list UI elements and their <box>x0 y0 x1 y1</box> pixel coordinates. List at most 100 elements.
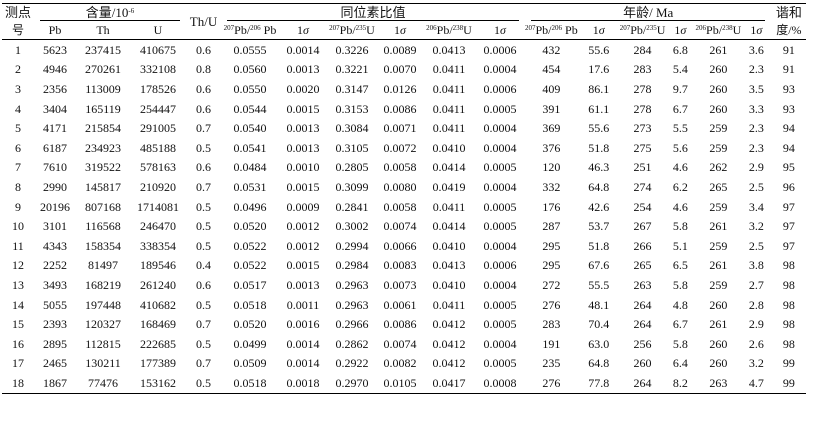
cell-u: 578163 <box>140 160 176 175</box>
cell-concordance: 97 <box>782 199 795 214</box>
table-row: 15 2393 120327 168469 0.7 0.0520 0.0016 0.2966 0… <box>2 314 806 334</box>
cell-ratio-207-206: 0.0517 <box>233 277 267 292</box>
cell-age-206-238: 261 <box>709 317 728 332</box>
cell-age-206-238: 260 <box>709 101 728 116</box>
cell-age-207-235: 264 <box>633 297 652 312</box>
cell-point-no: 2 <box>15 62 21 77</box>
cell-ratio-207-206-sigma: 0.0018 <box>286 375 320 390</box>
cell-ratio-207-206: 0.0522 <box>233 238 267 253</box>
cell-th: 120327 <box>85 317 121 332</box>
cell-ratio-207-235-sigma: 0.0074 <box>383 336 417 351</box>
header-content-exp: -6 <box>128 6 135 15</box>
cell-ratio-207-235: 0.3002 <box>335 219 369 234</box>
cell-age-207-235: 284 <box>633 42 652 57</box>
cell-age-206-238: 263 <box>709 375 728 390</box>
cell-ratio-207-206: 0.0520 <box>233 317 267 332</box>
cell-age-207-235: 266 <box>633 238 652 253</box>
cell-ratio-207-206-sigma: 0.0013 <box>286 121 320 136</box>
cell-u: 189546 <box>140 258 176 273</box>
cell-age-206-238-sigma: 2.9 <box>748 160 764 175</box>
cell-age-207-235-sigma: 5.5 <box>672 121 688 136</box>
cell-age-206-238-sigma: 2.7 <box>748 277 764 292</box>
cell-th-u-ratio: 0.6 <box>196 160 211 175</box>
header-ratio-207-206-sigma: 1σ <box>297 23 309 37</box>
header-th-u: Th/U <box>186 3 221 40</box>
cell-ratio-206-238: 0.0410 <box>432 277 466 292</box>
cell-ratio-207-235: 0.2963 <box>335 277 369 292</box>
cell-age-206-238: 260 <box>709 356 728 371</box>
cell-age-206-238: 261 <box>709 258 728 273</box>
cell-ratio-206-238: 0.0410 <box>432 238 466 253</box>
cell-ratio-206-238-sigma: 0.0005 <box>483 101 517 116</box>
cell-age-207-206: 276 <box>542 375 561 390</box>
cell-ratio-207-235-sigma: 0.0086 <box>383 101 417 116</box>
header-concordance: 谐和 <box>775 4 802 20</box>
cell-age-207-206: 287 <box>542 219 561 234</box>
header-content-label: 含量/10 <box>85 4 129 20</box>
cell-age-207-206-sigma: 46.3 <box>588 160 610 175</box>
cell-pb: 7610 <box>43 160 67 175</box>
cell-ratio-206-238: 0.0411 <box>432 101 466 116</box>
cell-ratio-207-206: 0.0509 <box>233 356 267 371</box>
cell-pb: 20196 <box>40 199 70 214</box>
cell-age-206-238-sigma: 2.3 <box>748 62 764 77</box>
cell-concordance: 93 <box>782 101 795 116</box>
cell-ratio-207-235-sigma: 0.0058 <box>383 160 417 175</box>
cell-th: 168219 <box>85 277 121 292</box>
cell-age-207-206-sigma: 77.8 <box>588 375 610 390</box>
cell-point-no: 16 <box>12 336 24 351</box>
table-row: 13 3493 168219 261240 0.6 0.0517 0.0013 0.2963 0… <box>2 275 806 295</box>
cell-th: 165119 <box>85 101 121 116</box>
cell-ratio-207-235: 0.2970 <box>335 375 369 390</box>
cell-point-no: 7 <box>15 160 21 175</box>
cell-ratio-207-235-sigma: 0.0066 <box>383 238 417 253</box>
cell-point-no: 1 <box>15 42 21 57</box>
cell-point-no: 6 <box>15 140 21 155</box>
header-age-group: 年龄/ Ma <box>525 4 771 21</box>
cell-age-206-238-sigma: 3.6 <box>748 42 764 57</box>
cell-concordance: 98 <box>782 277 795 292</box>
cell-concordance: 93 <box>782 81 795 96</box>
cell-age-207-235: 264 <box>633 317 652 332</box>
cell-pb: 5623 <box>43 42 67 57</box>
cell-th: 145817 <box>85 179 121 194</box>
cell-age-207-235-sigma: 4.8 <box>672 297 688 312</box>
cell-u: 261240 <box>140 277 176 292</box>
cell-th-u-ratio: 0.5 <box>196 238 211 253</box>
cell-age-207-206-sigma: 63.0 <box>588 336 610 351</box>
header-point-no: 测点 <box>4 4 31 20</box>
cell-ratio-207-206: 0.0520 <box>233 219 267 234</box>
cell-u: 291005 <box>140 121 176 136</box>
cell-point-no: 9 <box>15 199 21 214</box>
cell-age-207-235-sigma: 6.7 <box>672 317 688 332</box>
cell-age-206-238: 259 <box>709 238 728 253</box>
cell-ratio-206-238: 0.0411 <box>432 121 466 136</box>
header-th: Th <box>96 23 110 37</box>
cell-ratio-207-206-sigma: 0.0016 <box>286 317 320 332</box>
cell-ratio-207-235: 0.2805 <box>335 160 369 175</box>
cell-ratio-207-206: 0.0550 <box>233 81 267 96</box>
cell-th: 113009 <box>85 81 121 96</box>
cell-concordance: 95 <box>782 160 795 175</box>
cell-pb: 4343 <box>43 238 67 253</box>
cell-concordance: 91 <box>782 42 795 57</box>
cell-age-207-235: 251 <box>633 160 652 175</box>
cell-ratio-207-235-sigma: 0.0072 <box>383 140 417 155</box>
cell-age-206-238-sigma: 3.2 <box>748 356 764 371</box>
cell-point-no: 8 <box>15 179 21 194</box>
cell-ratio-206-238-sigma: 0.0008 <box>483 375 517 390</box>
cell-age-207-206-sigma: 55.6 <box>588 121 610 136</box>
table-row: 17 2465 130211 177389 0.7 0.0509 0.0014 0.2922 0… <box>2 354 806 374</box>
cell-ratio-207-235-sigma: 0.0089 <box>383 42 417 57</box>
header-age-207-235: 207Pb/235U <box>619 23 666 37</box>
cell-ratio-207-235: 0.3105 <box>335 140 369 155</box>
cell-ratio-207-206-sigma: 0.0014 <box>286 336 320 351</box>
table-row: 4 3404 165119 254447 0.6 0.0544 0.0015 0.3153 0.… <box>2 99 806 119</box>
cell-th-u-ratio: 0.8 <box>196 62 211 77</box>
cell-age-207-235-sigma: 5.8 <box>672 277 688 292</box>
cell-age-207-235-sigma: 4.6 <box>672 160 688 175</box>
cell-age-207-206-sigma: 48.1 <box>588 297 610 312</box>
cell-u: 246470 <box>140 219 176 234</box>
cell-ratio-207-235-sigma: 0.0086 <box>383 317 417 332</box>
table-row: 10 3101 116568 246470 0.5 0.0520 0.0012 0.3002 0… <box>2 216 806 236</box>
